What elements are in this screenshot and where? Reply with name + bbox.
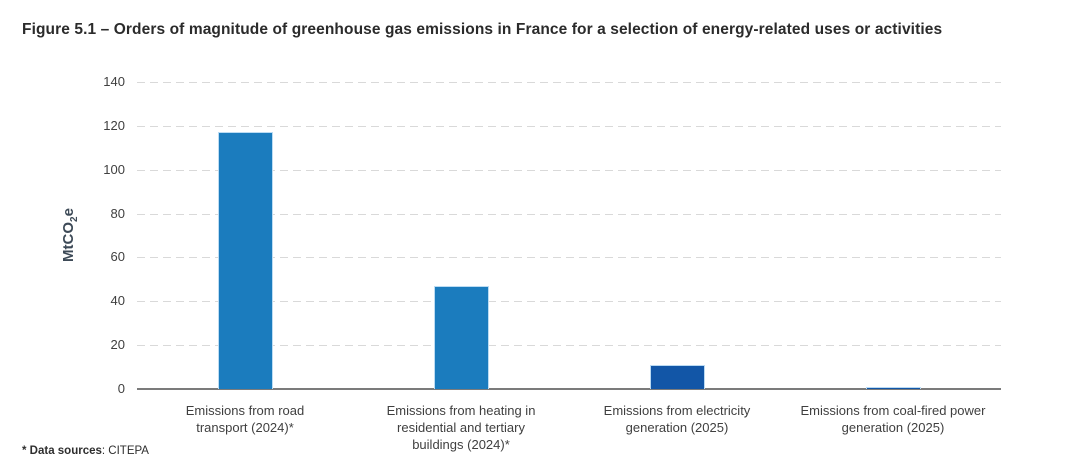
y-tick-label-60: 60 <box>110 249 125 265</box>
y-axis-label-end: e <box>60 208 77 217</box>
y-tick-label-100: 100 <box>103 161 125 177</box>
y-tick-label-40: 40 <box>110 293 125 309</box>
gridline-y-100 <box>137 169 1001 171</box>
data-sources-footnote: * Data sources: CITEPA <box>22 445 149 457</box>
y-tick-label-20: 20 <box>110 337 125 353</box>
x-axis-line <box>137 388 1001 390</box>
bar-3 <box>649 364 705 389</box>
bar-4 <box>865 387 921 389</box>
bar-2 <box>433 285 489 389</box>
gridline-y-20 <box>137 345 1001 347</box>
y-axis-label-main: MtCO <box>60 221 77 262</box>
footnote-value: : CITEPA <box>101 445 149 457</box>
gridline-y-40 <box>137 301 1001 303</box>
gridline-y-120 <box>137 125 1001 127</box>
gridline-y-80 <box>137 213 1001 215</box>
y-tick-label-80: 80 <box>110 205 125 221</box>
x-category-label-3: Emissions from electricity generation (2… <box>603 403 751 435</box>
y-tick-label-0: 0 <box>117 381 125 396</box>
y-axis-label-subscript: 2 <box>69 216 80 222</box>
gridline-y-60 <box>137 257 1001 259</box>
x-category-label-4: Emissions from coal-fired power generati… <box>800 403 986 435</box>
x-category-label-1: Emissions from road transport (2024)* <box>185 403 305 435</box>
x-category-label-2: Emissions from heating in residential an… <box>386 403 536 452</box>
y-tick-label-140: 140 <box>103 74 125 89</box>
bar-1 <box>217 132 273 389</box>
y-tick-label-120: 120 <box>103 117 125 133</box>
footnote-label: * Data sources <box>22 445 102 457</box>
plot-area: 0 20 40 60 80 100 120 140 Emissions from road tr… <box>103 74 1001 452</box>
gridline-y-140 <box>137 82 1001 83</box>
y-axis-label: MtCO2e <box>60 208 80 262</box>
chart-title: Figure 5.1 – Orders of magnitude of gree… <box>22 21 943 38</box>
